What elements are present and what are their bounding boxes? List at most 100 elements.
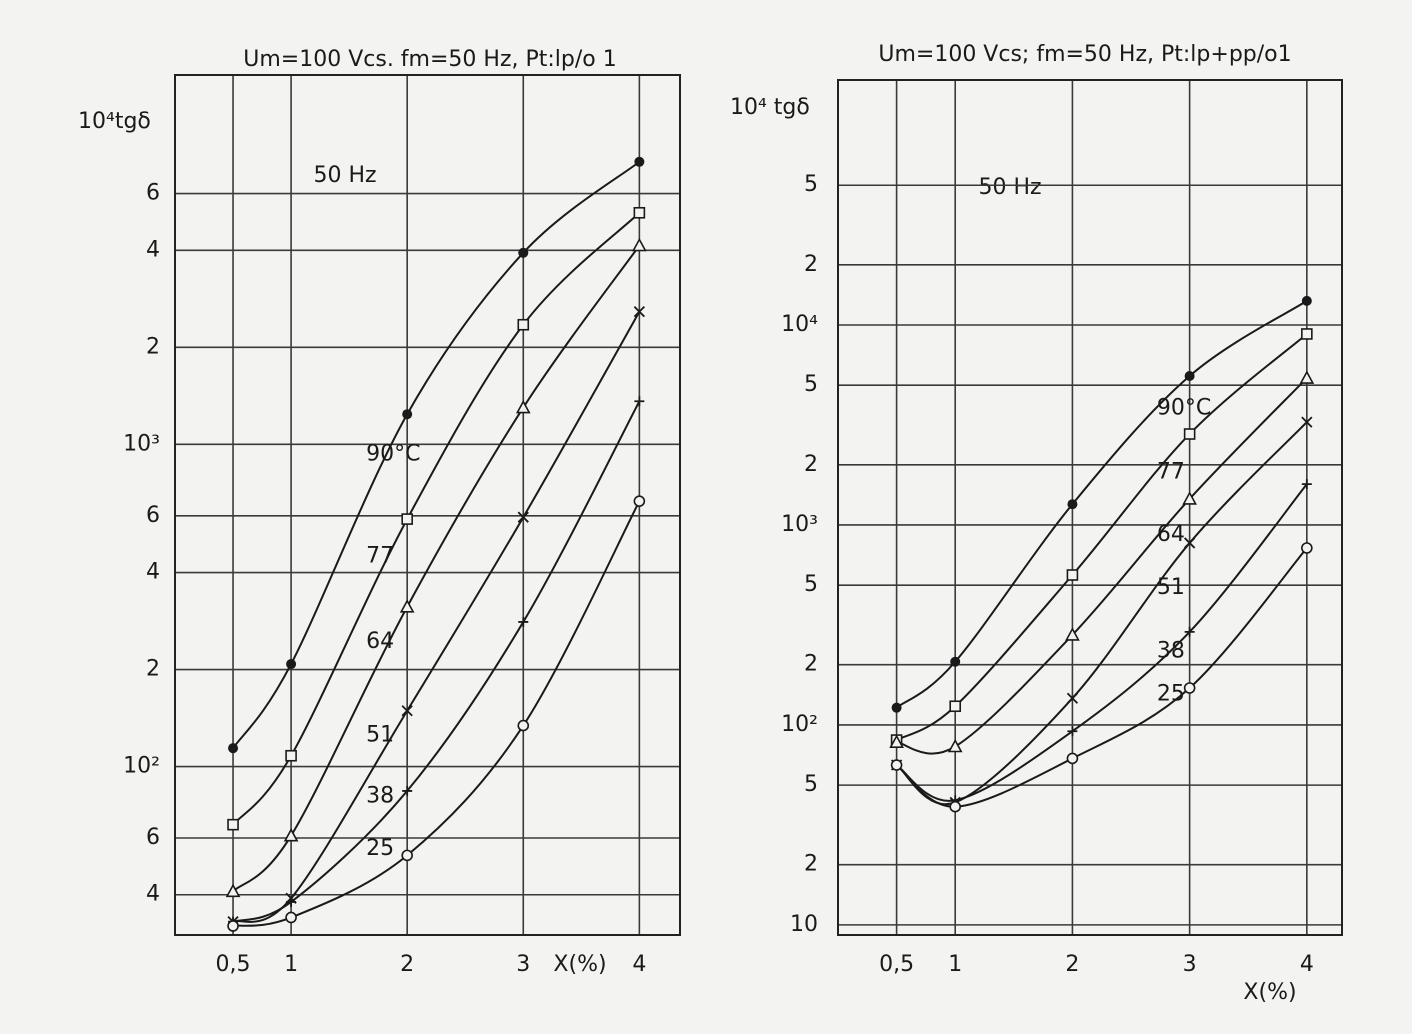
marker: [401, 705, 413, 717]
plot-frame: [174, 74, 681, 936]
curve: [895, 547, 1308, 808]
marker: [1301, 328, 1313, 340]
y-tick-label: 2: [804, 852, 818, 877]
marker: [634, 396, 645, 407]
y-tick-label: 2: [804, 452, 818, 477]
marker: [401, 513, 413, 525]
x-tick-label: 1: [948, 952, 962, 977]
curve: [895, 421, 1308, 806]
curve-label: 51: [1157, 575, 1185, 600]
marker: [286, 659, 297, 670]
marker: [286, 896, 297, 907]
curve-label: 77: [366, 543, 394, 568]
curve-label: 25: [1157, 682, 1185, 707]
y-tick-label: 2: [146, 334, 160, 359]
x-axis-label: X(%): [553, 952, 606, 977]
y-tick-label: 5: [804, 772, 818, 797]
curve-label: 64: [366, 629, 394, 654]
annotation: 50 Hz: [978, 175, 1041, 200]
y-tick-label: 6: [146, 503, 160, 528]
marker: [947, 738, 963, 753]
x-tick-label: 4: [1300, 952, 1314, 977]
marker: [228, 743, 239, 754]
y-tick-label: 5: [804, 372, 818, 397]
marker: [950, 656, 961, 667]
x-tick-label: 2: [400, 952, 414, 977]
y-tick-label: 6: [146, 181, 160, 206]
curve-label: 90°C: [1157, 396, 1211, 421]
marker: [1067, 726, 1078, 737]
y-tick-label: 10²: [123, 754, 160, 779]
marker: [1066, 692, 1079, 704]
marker: [402, 409, 413, 420]
marker: [518, 247, 529, 258]
marker: [285, 749, 297, 762]
curve-label: 38: [1157, 639, 1185, 664]
marker: [891, 702, 902, 713]
chart-title: Um=100 Vcs; fm=50 Hz, Pt:lp+pp/o1: [878, 42, 1291, 67]
marker: [227, 920, 239, 932]
x-tick-label: 3: [1183, 952, 1197, 977]
x-tick-label: 0,5: [879, 952, 914, 977]
marker: [1299, 370, 1315, 384]
y-tick-label: 10³: [123, 431, 160, 456]
x-tick-label: 4: [632, 952, 646, 977]
y-tick-label: 6: [146, 825, 160, 850]
marker: [1184, 626, 1195, 637]
marker: [1065, 627, 1080, 641]
marker: [1184, 370, 1195, 381]
marker: [1183, 537, 1196, 549]
marker: [517, 511, 529, 523]
annotation: 50 Hz: [313, 163, 376, 188]
marker: [401, 849, 413, 862]
marker: [634, 156, 645, 167]
marker: [890, 759, 903, 771]
marker: [399, 599, 415, 613]
marker: [517, 318, 530, 331]
plot-frame: [837, 79, 1343, 936]
y-tick-label: 4: [146, 560, 160, 585]
y-axis-label: 10⁴tgδ: [78, 109, 151, 134]
y-tick-label: 2: [804, 652, 818, 677]
curve: [896, 483, 1308, 802]
marker: [225, 883, 241, 898]
y-tick-label: 2: [146, 657, 160, 682]
marker: [632, 237, 647, 252]
y-tick-label: 10²: [781, 712, 818, 737]
marker: [633, 306, 646, 318]
chart-title: Um=100 Vcs. fm=50 Hz, Pt:lp/o 1: [243, 47, 616, 72]
marker: [518, 616, 529, 627]
curve-label: 38: [366, 784, 394, 809]
marker: [1066, 569, 1079, 581]
marker: [949, 700, 962, 713]
marker: [285, 911, 297, 924]
marker: [517, 719, 530, 732]
x-tick-label: 0,5: [216, 952, 251, 977]
marker: [515, 399, 531, 414]
marker: [633, 206, 646, 219]
marker: [1301, 295, 1312, 306]
y-tick-label: 5: [804, 172, 818, 197]
curve-label: 64: [1157, 522, 1185, 547]
marker: [402, 785, 413, 796]
marker: [949, 800, 962, 813]
y-tick-label: 2: [804, 252, 818, 277]
marker: [1067, 499, 1078, 510]
marker: [889, 734, 904, 748]
marker: [1301, 479, 1312, 490]
y-tick-label: 10⁴: [781, 312, 818, 337]
marker: [1301, 416, 1313, 428]
marker: [1183, 428, 1196, 440]
y-tick-label: 4: [146, 237, 160, 262]
marker: [227, 818, 239, 831]
marker: [1066, 752, 1079, 765]
y-tick-label: 4: [146, 882, 160, 907]
y-tick-label: 10³: [781, 512, 818, 537]
marker: [283, 828, 299, 842]
y-tick-label: 5: [804, 572, 818, 597]
curve-label: 25: [366, 836, 394, 861]
x-tick-label: 1: [284, 952, 298, 977]
curve-label: 77: [1157, 459, 1185, 484]
